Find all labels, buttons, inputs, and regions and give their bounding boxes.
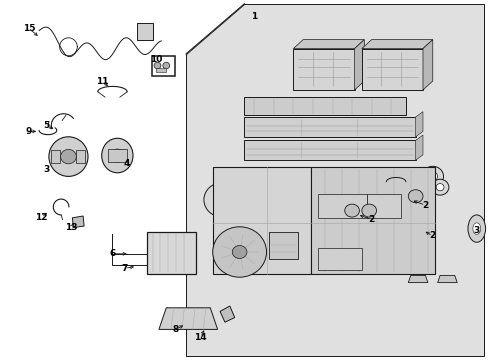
Ellipse shape [228,208,241,220]
Text: 14: 14 [194,333,206,342]
Polygon shape [293,40,364,49]
Ellipse shape [435,184,443,191]
Polygon shape [354,40,364,90]
Text: 2: 2 [422,201,427,210]
Bar [293,49,354,90]
Text: 4: 4 [123,159,130,168]
Ellipse shape [427,172,437,181]
Bar [268,232,298,259]
Polygon shape [407,275,427,283]
Ellipse shape [212,227,266,277]
Ellipse shape [232,246,246,258]
Bar [76,150,84,163]
Bar [317,194,366,218]
Bar [212,167,310,274]
Bar [361,49,422,90]
Polygon shape [185,4,483,356]
Polygon shape [159,308,217,329]
Ellipse shape [102,138,133,173]
Ellipse shape [221,202,248,226]
Ellipse shape [421,166,443,186]
Ellipse shape [407,190,422,203]
Bar [137,23,152,40]
Text: 1: 1 [251,12,257,21]
Ellipse shape [430,179,448,195]
Polygon shape [361,40,432,49]
Polygon shape [220,306,234,322]
Ellipse shape [61,149,76,164]
Bar [366,194,400,218]
Text: 7: 7 [121,264,128,273]
Text: 8: 8 [173,325,179,334]
Bar [107,149,127,162]
Ellipse shape [203,183,241,217]
Polygon shape [437,275,456,283]
Ellipse shape [213,192,231,208]
Text: 9: 9 [25,127,32,136]
Polygon shape [72,216,84,228]
Text: 12: 12 [35,213,48,222]
Ellipse shape [361,204,376,217]
Text: 2: 2 [429,231,435,240]
Text: 3: 3 [473,226,479,235]
Bar [151,56,175,76]
Text: 15: 15 [23,24,36,33]
Bar [156,68,165,72]
Ellipse shape [472,223,480,234]
Polygon shape [422,40,432,90]
Ellipse shape [163,62,169,69]
Bar [244,97,405,115]
Text: 6: 6 [109,249,115,258]
Text: 3: 3 [43,165,49,174]
Ellipse shape [154,62,161,69]
Bar [244,117,415,137]
Ellipse shape [344,204,359,217]
Ellipse shape [111,149,123,162]
Bar [244,140,415,160]
Ellipse shape [49,137,88,176]
Polygon shape [415,135,422,160]
Text: 5: 5 [43,122,49,130]
Bar [317,248,361,270]
Text: 11: 11 [96,77,109,85]
Polygon shape [415,112,422,137]
Bar [310,167,434,274]
Text: 10: 10 [150,55,163,64]
Ellipse shape [467,215,485,242]
Text: 2: 2 [368,215,374,224]
Bar [51,150,60,163]
Text: 13: 13 [64,223,77,232]
Bar [146,232,195,274]
